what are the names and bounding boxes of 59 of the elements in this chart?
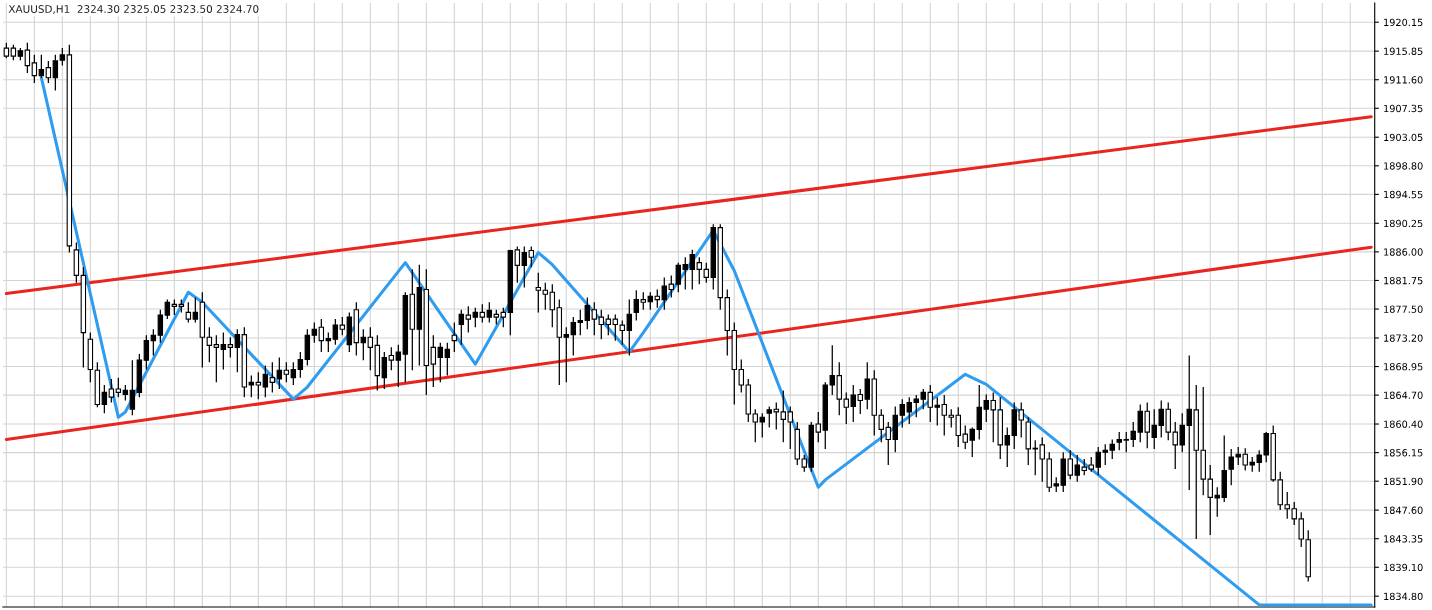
y-tick-label: 1903.05 (1384, 133, 1423, 142)
y-tick-label: 1920.15 (1384, 18, 1423, 27)
candlestick (451, 321, 458, 353)
candlestick (262, 364, 269, 398)
y-tick-label: 1881.75 (1384, 276, 1423, 285)
candlestick (388, 346, 395, 371)
candlestick (339, 316, 346, 336)
candlestick (143, 334, 150, 371)
y-tick-label: 1873.20 (1384, 334, 1423, 342)
candlestick (213, 334, 220, 383)
y-tick-label: 1856.15 (1384, 449, 1423, 457)
candlestick (318, 318, 325, 353)
candlestick (234, 328, 241, 373)
candlestick (185, 301, 192, 324)
candlestick (255, 371, 262, 400)
chart-title: XAUUSD,H1 2324.30 2325.05 2323.50 2324.70 (8, 5, 259, 14)
y-tick-label: 1911.60 (1384, 76, 1423, 84)
candlestick (276, 356, 283, 390)
y-tick-label: 1894.55 (1384, 190, 1423, 199)
candlestick (311, 321, 318, 344)
candlestick (367, 326, 374, 371)
candlestick (227, 336, 234, 359)
candlestick (283, 361, 290, 383)
candlestick (115, 377, 122, 398)
candlestick (52, 54, 59, 92)
candlestick (395, 344, 402, 388)
candlestick (101, 384, 108, 414)
candlestick (269, 361, 276, 394)
candlestick (206, 326, 213, 363)
candlestick (157, 309, 164, 344)
candlestick (325, 331, 332, 353)
y-tick-label: 1851.90 (1384, 477, 1423, 486)
y-tick-label: 1907.35 (1384, 104, 1423, 113)
y-tick-label: 1915.85 (1384, 47, 1423, 55)
y-tick-label: 1864.70 (1384, 391, 1423, 399)
candlestick (290, 361, 297, 386)
candlestick (248, 374, 255, 398)
candlestick (164, 298, 171, 320)
candlestick (38, 54, 45, 79)
y-tick-label: 1834.80 (1384, 592, 1423, 601)
candlestick (297, 351, 304, 379)
y-tick-label: 1860.40 (1384, 420, 1423, 428)
y-tick-label: 1839.10 (1384, 563, 1423, 572)
y-tick-label: 1886.00 (1384, 248, 1423, 256)
y-tick-label: 1847.60 (1384, 506, 1423, 514)
candlestick (31, 54, 38, 84)
candlestick (45, 60, 52, 84)
y-tick-label: 1877.50 (1384, 305, 1423, 313)
y-tick-label: 1898.80 (1384, 162, 1423, 170)
candlestick (332, 318, 339, 346)
y-tick-label: 1868.95 (1384, 363, 1423, 371)
candlestick (192, 296, 199, 324)
candlestick (129, 359, 136, 416)
y-tick-label: 1890.25 (1384, 219, 1423, 228)
candlestick (24, 42, 31, 74)
candlestick (381, 351, 388, 390)
candlestick (220, 331, 227, 371)
y-tick-label: 1843.35 (1384, 535, 1423, 543)
candlestick (108, 378, 115, 404)
